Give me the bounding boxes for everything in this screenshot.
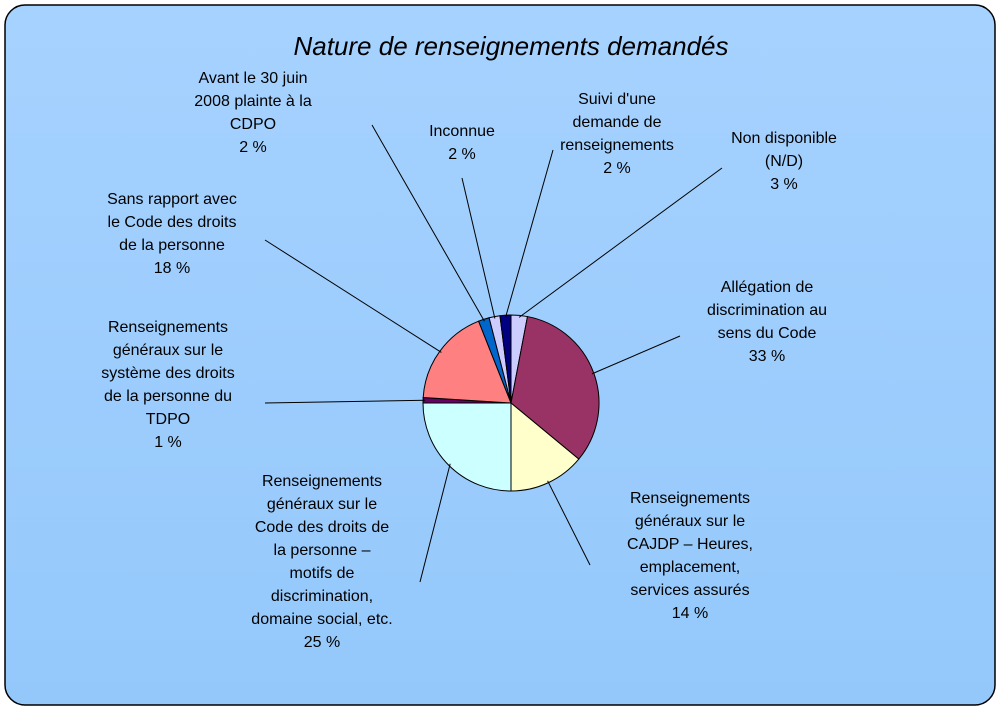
- leader-line: [371, 124, 485, 322]
- value-label: 2 %: [239, 139, 267, 156]
- category-label: Inconnue: [429, 123, 495, 140]
- slice-label: Renseignements généraux sur le système d…: [101, 316, 234, 454]
- slice-label: Allégation de discrimination au sens du …: [707, 276, 827, 368]
- leader-line: [419, 463, 451, 583]
- slice-label: Renseignements généraux sur le Code des …: [251, 470, 392, 654]
- leader-line: [547, 480, 591, 566]
- category-label: Renseignements généraux sur le système d…: [101, 319, 235, 428]
- slice-label: Inconnue 2 %: [429, 120, 495, 166]
- value-label: 3 %: [770, 176, 798, 193]
- leader-line: [591, 335, 681, 375]
- value-label: 14 %: [671, 605, 709, 622]
- pie-slice: [499, 314, 512, 404]
- category-label: Non disponible (N/D): [731, 130, 837, 170]
- slice-label: Avant le 30 juin 2008 plainte à la CDPO 2…: [194, 67, 311, 159]
- slice-label: Sans rapport avec le Code des droits de …: [107, 188, 237, 280]
- value-label: 1 %: [154, 434, 182, 451]
- leader-line: [518, 167, 723, 318]
- category-label: Avant le 30 juin 2008 plainte à la CDPO: [194, 70, 312, 133]
- category-label: Suivi d'une demande de renseignements: [560, 91, 674, 154]
- slice-label: Renseignements généraux sur le CAJDP – H…: [627, 487, 753, 625]
- slice-label: Suivi d'une demande de renseignements 2 %: [560, 88, 674, 180]
- value-label: 2 %: [448, 146, 476, 163]
- value-label: 2 %: [603, 160, 631, 177]
- leader-line: [264, 239, 442, 353]
- value-label: 25 %: [303, 634, 341, 651]
- category-label: Renseignements généraux sur le CAJDP – H…: [627, 490, 753, 599]
- value-label: 33 %: [748, 348, 786, 365]
- chart-title: Nature de renseignements demandés: [293, 31, 728, 61]
- slice-label: Non disponible (N/D) 3 %: [731, 127, 837, 196]
- value-label: 18 %: [153, 260, 191, 277]
- pie-slice: [422, 402, 512, 492]
- category-label: Allégation de discrimination au sens du …: [706, 279, 828, 342]
- category-label: Renseignements généraux sur le Code des …: [251, 473, 393, 628]
- leader-line: [461, 177, 496, 319]
- leader-line: [264, 399, 426, 404]
- leader-line: [505, 149, 554, 318]
- category-label: Sans rapport avec le Code des droits de …: [107, 191, 237, 254]
